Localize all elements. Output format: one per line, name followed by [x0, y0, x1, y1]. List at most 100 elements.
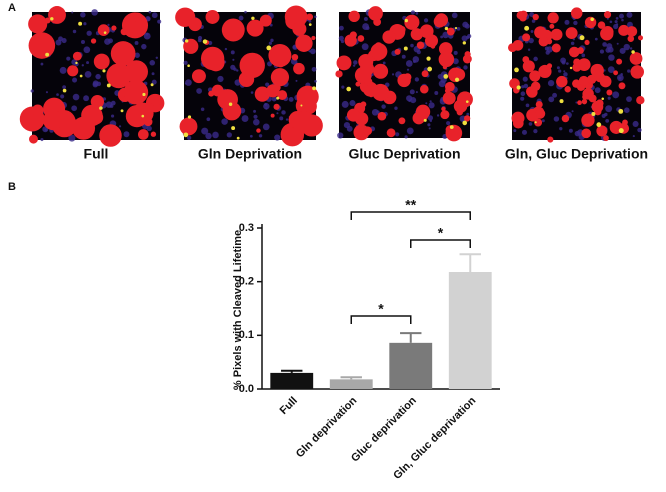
cell-blue — [197, 38, 202, 43]
cell-red — [133, 12, 143, 23]
cell-red — [403, 73, 412, 82]
cell-blue — [404, 135, 408, 139]
cell-blue — [80, 40, 85, 45]
cell-blue — [40, 137, 44, 142]
cell-red — [535, 100, 543, 108]
cell-blue — [453, 50, 458, 55]
cell-yellow — [601, 97, 605, 101]
cell-yellow — [231, 126, 236, 131]
cell-red — [587, 74, 597, 85]
cell-yellow — [403, 46, 408, 51]
image-caption: Full — [84, 146, 109, 162]
cell-red — [606, 89, 613, 96]
cell-blue — [55, 39, 62, 46]
cell-blue — [86, 30, 92, 36]
cell-yellow — [308, 23, 312, 26]
cell-blue — [530, 30, 534, 33]
cell-blue — [438, 80, 446, 88]
cell-red — [336, 55, 352, 71]
cell-blue — [415, 91, 418, 94]
cell-yellow — [618, 128, 624, 134]
cell-blue — [427, 123, 431, 127]
cell-blue — [425, 102, 428, 105]
cell-blue — [612, 91, 620, 99]
cell-blue — [637, 127, 642, 133]
cell-red — [456, 109, 464, 116]
cell-blue — [253, 109, 257, 113]
cell-yellow — [569, 66, 573, 70]
cell-blue — [68, 134, 76, 142]
cell-red — [512, 117, 524, 129]
cell-red — [462, 54, 472, 64]
cell-blue — [406, 68, 410, 71]
cell-blue — [410, 97, 417, 104]
cell-red — [591, 100, 604, 113]
cell-blue — [381, 104, 386, 109]
bar — [270, 372, 314, 389]
cell-blue — [626, 11, 633, 18]
cell-red — [205, 10, 220, 24]
cell-blue — [59, 66, 67, 74]
cell-red — [434, 13, 449, 27]
cell-blue — [570, 41, 575, 46]
cell-blue — [363, 17, 368, 21]
cell-blue — [564, 19, 570, 25]
cell-red — [572, 79, 581, 88]
cell-blue — [616, 42, 619, 45]
cell-red — [268, 44, 292, 68]
cell-red — [90, 94, 105, 109]
cell-blue — [340, 39, 345, 44]
cell-blue — [632, 120, 639, 128]
cell-red — [581, 128, 592, 139]
cell-yellow — [454, 77, 460, 82]
cell-red — [357, 35, 365, 42]
cell-blue — [544, 46, 549, 51]
cell-red — [599, 75, 612, 88]
cell-yellow — [524, 25, 530, 31]
cell-blue — [528, 37, 534, 44]
cell-blue — [92, 81, 99, 88]
cell-yellow — [236, 136, 240, 140]
cell-blue — [84, 70, 92, 78]
cell-red — [516, 11, 525, 20]
cell-blue — [626, 96, 632, 102]
cell-blue — [409, 89, 415, 95]
cell-yellow — [50, 17, 54, 21]
cell-yellow — [590, 17, 594, 22]
cell-blue — [527, 48, 531, 51]
cell-yellow — [266, 45, 272, 51]
cell-yellow — [514, 67, 519, 73]
cell-blue — [428, 127, 431, 130]
cell-red — [259, 14, 272, 27]
cell-blue — [230, 50, 235, 55]
cell-blue — [233, 67, 237, 71]
cell-blue — [463, 65, 468, 70]
cell-red — [463, 115, 471, 122]
cell-blue — [224, 47, 228, 51]
cell-blue — [60, 94, 65, 99]
cell-red — [577, 47, 584, 54]
cell-blue — [614, 20, 618, 24]
cell-red — [295, 34, 313, 52]
cell-blue — [72, 29, 77, 34]
cell-red — [561, 114, 570, 123]
cell-yellow — [150, 83, 154, 87]
cell-blue — [311, 66, 317, 72]
cell-blue — [565, 62, 569, 65]
cell-blue — [250, 91, 254, 94]
cell-red — [273, 103, 280, 110]
cell-blue — [464, 23, 470, 29]
cell-red — [179, 117, 198, 136]
cell-red — [584, 16, 597, 29]
cell-red — [394, 48, 401, 55]
cell-blue — [609, 20, 613, 24]
cell-blue — [151, 79, 157, 85]
cell-red — [360, 101, 367, 108]
x-tick-label: Full — [278, 395, 300, 417]
cell-red — [618, 24, 630, 36]
cell-blue — [314, 15, 317, 19]
image-caption: Gln, Gluc Deprivation — [505, 146, 648, 162]
cell-red — [442, 91, 456, 105]
cell-blue — [521, 129, 528, 135]
cell-blue — [148, 10, 152, 14]
